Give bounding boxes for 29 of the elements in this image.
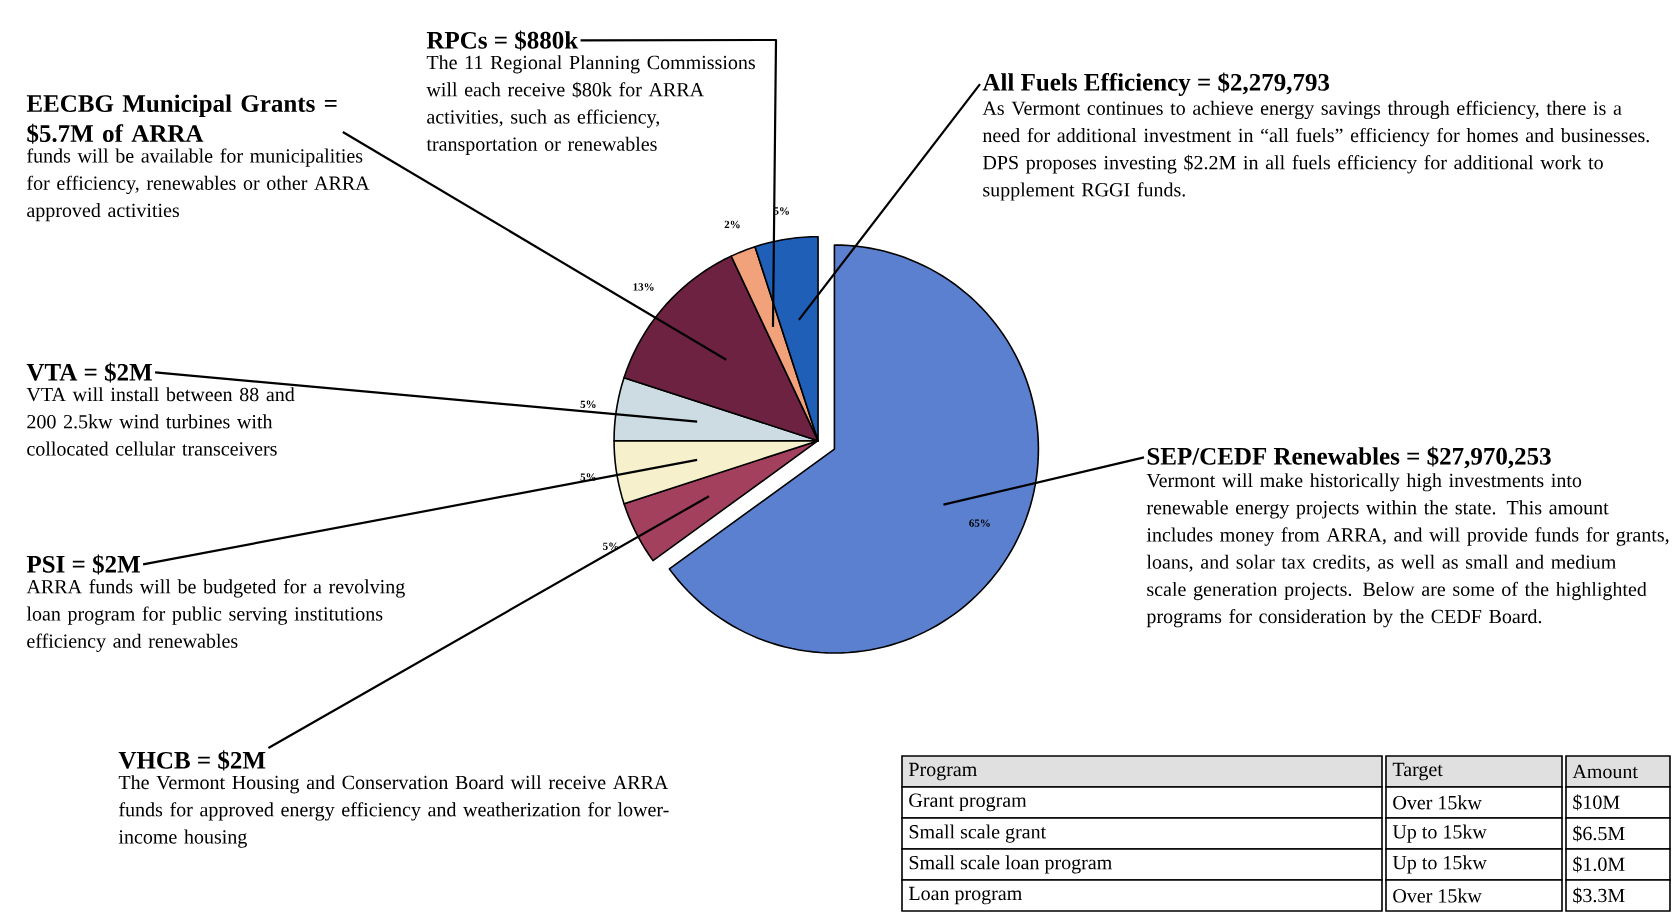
slice-label: RPCs = $880k (426, 30, 579, 51)
text: Small scale loan program (909, 855, 1112, 874)
slice-label: VTA = $2M (26, 362, 152, 383)
text: Small scale grant (909, 824, 1047, 843)
text: Over 15kw (1393, 795, 1482, 810)
text: Program (908, 762, 977, 781)
slice-label: All Fuels Efficiency = $2,279,793 (982, 72, 1330, 96)
slice-label: EECBG Municipal Grants = $5.7M of ARRA (26, 94, 337, 144)
slice-label: VHCB = $2M (118, 750, 266, 771)
text: ARRA funds will be budgeted for a revolving loan program for public serving institutions efficiency and renewables (26, 579, 405, 652)
text: Vermont will make historically high investments into renewable energy projects within the state. This amount includes money from ARRA, and will provide funds for grants, loans, and solar tax credits, as well as small and medium scale generation projects. Below are some of the highlighted programs for consideration by the CEDF Board. (1146, 473, 1669, 628)
slice-label: SEP/CEDF Renewables = $27,970,253 (1147, 446, 1551, 469)
text: VTA will install between 88 and 200 2.5kw wind turbines with collocated cellular transceivers (26, 387, 295, 456)
text: Over 15kw (1393, 888, 1482, 903)
text: Up to 15kw (1392, 824, 1487, 843)
text: Amount (1572, 764, 1638, 779)
text: As Vermont continues to achieve energy savings through efficiency, there is a need for additional investment in “all fuels” efficiency for homes and businesses. DPS proposes investing $2.2M in all fuels efficiency for additional work to supplement RGGI funds. (982, 100, 1649, 201)
text: $3.3M (1573, 887, 1625, 904)
text: Grant program (909, 793, 1027, 812)
text: Target (1392, 762, 1443, 781)
text: $10M (1573, 794, 1620, 811)
text: $1.0M (1573, 856, 1625, 873)
text: Loan program (908, 886, 1022, 905)
text: Up to 15kw (1392, 855, 1487, 874)
text: funds will be available for municipalities for efficiency, renewables or other ARRA approved activities (27, 148, 370, 222)
slice-label: PSI = $2M (26, 554, 140, 575)
text: The 11 Regional Planning Commissions will each receive $80k for ARRA activities, such as efficiency, transportation or renewables (426, 55, 755, 155)
text: The Vermont Housing and Conservation Board will receive ARRA funds for approved energy efficiency and weatherization for lower-income housing (118, 775, 669, 848)
text: $6.5M (1573, 825, 1625, 842)
